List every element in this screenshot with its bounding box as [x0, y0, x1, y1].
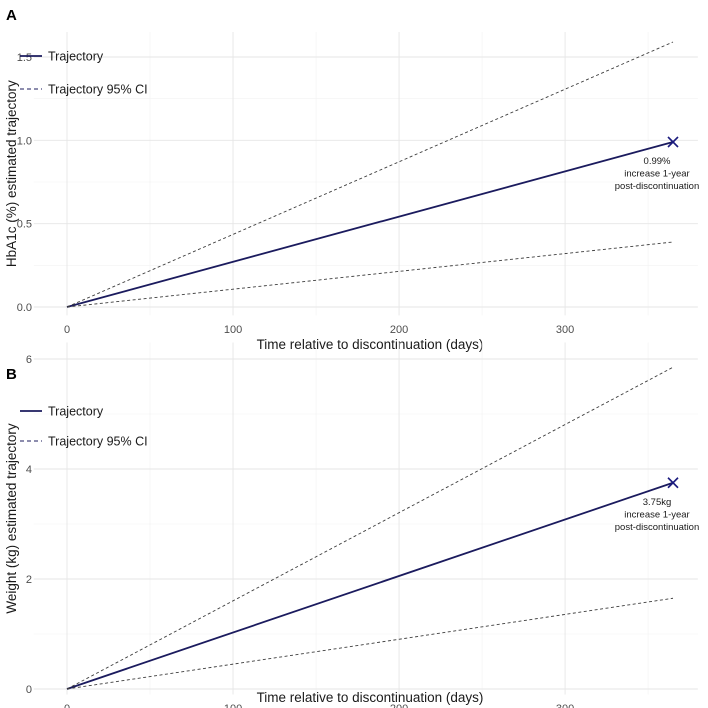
legend-label: Trajectory	[48, 405, 104, 419]
annotation-text: increase 1-year	[624, 169, 689, 180]
y-tick-label: 1.5	[17, 52, 32, 64]
x-tick-label: 100	[224, 703, 242, 708]
ci-lower-line	[66, 241, 674, 308]
annotation-text: 0.99%	[644, 156, 671, 167]
x-tick-label: 100	[224, 324, 242, 336]
x-tick-label: 0	[64, 324, 70, 336]
x-tick-label: 200	[390, 324, 408, 336]
endpoint-x-marker	[667, 136, 679, 148]
y-tick-label: 6	[26, 354, 32, 366]
x-tick-label: 300	[556, 324, 574, 336]
x-tick-label: 200	[390, 703, 408, 708]
legend-label: Trajectory 95% CI	[48, 435, 148, 449]
panel-label: A	[6, 7, 17, 24]
y-axis-title: HbA1c (%) estimated trajectory	[4, 80, 19, 267]
y-tick-label: 1.0	[17, 135, 32, 147]
marker-stroke	[667, 136, 679, 148]
ci-lower-line	[66, 597, 674, 690]
endpoint-x-marker	[667, 477, 679, 489]
x-axis-title: Time relative to discontinuation (days)	[257, 690, 484, 705]
panel-a: 0 100 200 300 0.0 0.5 1.0 1.5 0.99% increase 1-ye…	[4, 7, 699, 352]
panel-label: B	[6, 366, 17, 383]
y-tick-label: 0.0	[17, 302, 32, 314]
annotation-text: 3.75kg	[643, 497, 672, 508]
annotation-text: post-discontinuation	[615, 181, 700, 192]
legend-label: Trajectory 95% CI	[48, 83, 148, 97]
trajectory-line	[66, 141, 674, 308]
annotation-text: post-discontinuation	[615, 522, 700, 533]
ci-upper-line	[66, 41, 674, 308]
x-axis-title: Time relative to discontinuation (days)	[257, 337, 484, 352]
ci-upper-line	[66, 366, 674, 690]
marker-stroke	[667, 477, 679, 489]
legend-label: Trajectory	[48, 50, 104, 64]
y-tick-label: 0.5	[17, 219, 32, 231]
y-axis-title: Weight (kg) estimated trajectory	[4, 423, 19, 614]
x-tick-label: 300	[556, 703, 574, 708]
y-tick-label: 2	[26, 574, 32, 586]
y-tick-label: 0	[26, 684, 32, 696]
annotation-text: increase 1-year	[624, 509, 689, 520]
y-tick-label: 4	[26, 464, 32, 476]
trajectory-line	[66, 481, 674, 690]
x-tick-label: 0	[64, 703, 70, 708]
